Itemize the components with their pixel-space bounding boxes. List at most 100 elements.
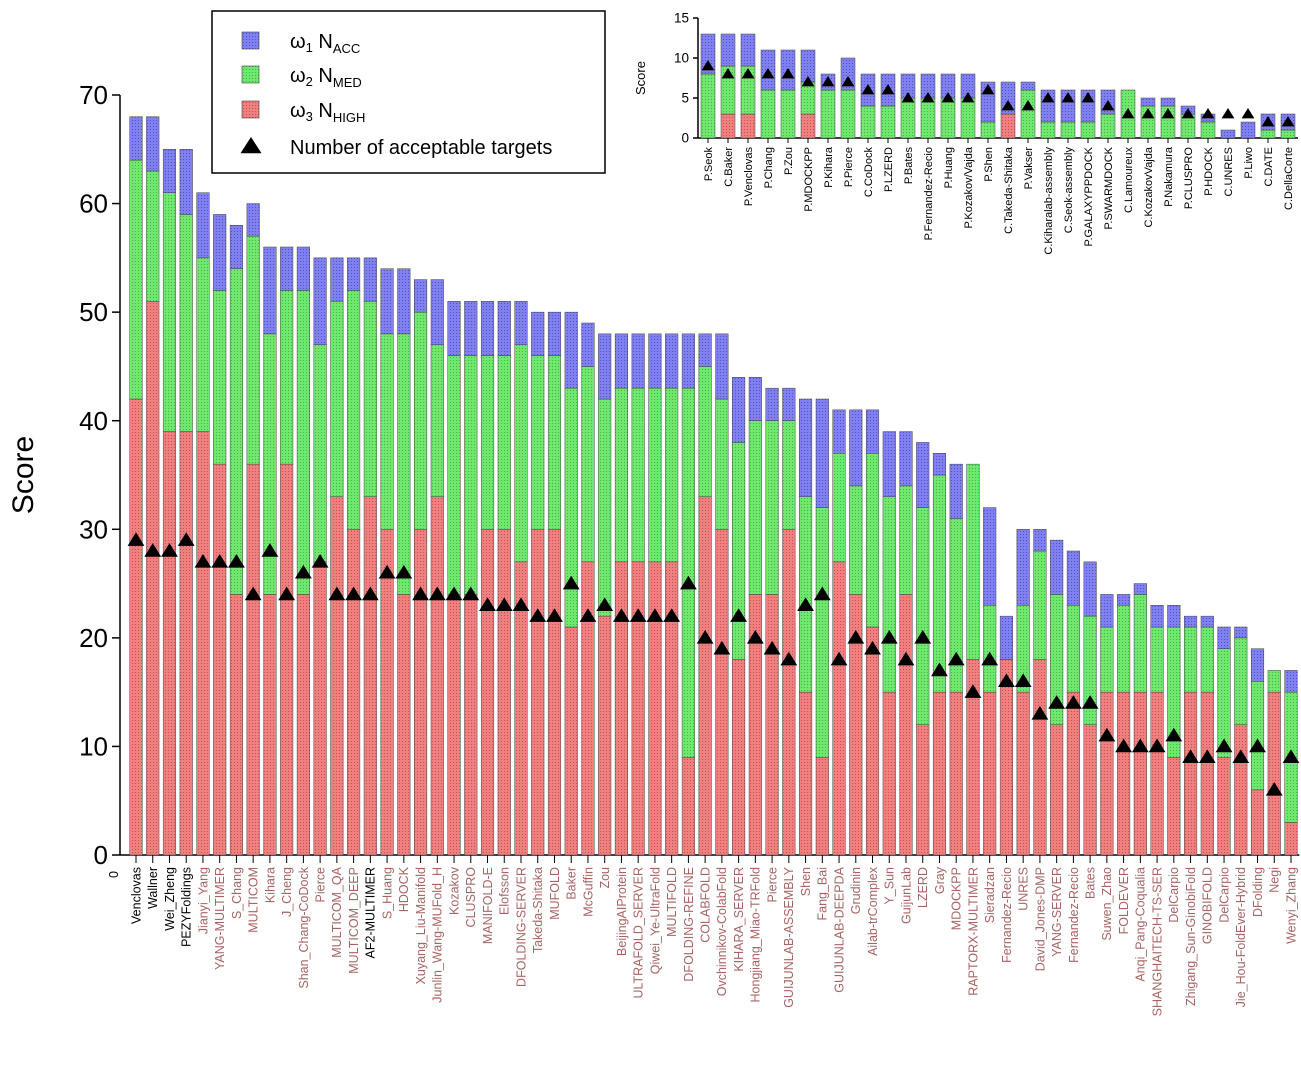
bar-med [631,387,645,563]
bar-acc [1200,615,1214,628]
bar-high [1150,691,1164,856]
x-category-label: AF2-MULTIMER [364,867,378,958]
acceptable-targets-marker [880,629,898,644]
x-category-label: Shan_Chang-CoDock [297,866,311,988]
bar-acc [229,225,243,269]
bar-med [849,485,863,595]
bar-high [782,529,796,856]
bar-med [1020,89,1036,139]
bar-med [380,333,394,530]
x-category-label: Ailab-trComplex [866,866,880,956]
x-category-label: GINOBIFOLD [1201,867,1215,944]
bar-med [782,420,796,530]
bar-high [720,113,736,139]
bar-med [715,398,729,530]
acceptable-targets-marker [144,543,162,557]
x-category-label: Negi [1268,867,1282,893]
bar-high [531,529,545,856]
acceptable-targets-marker [1261,116,1275,127]
bar-high [263,594,277,856]
bar-acc [179,149,193,215]
y-tick-label: 15 [674,11,689,26]
x-category-label: Grudinin [849,867,863,914]
x-category-label: S_Huang [380,867,394,919]
acceptable-targets-marker [1241,108,1255,119]
bar-med [547,355,562,530]
bar-med [414,311,428,530]
x-category-label: P.CLUSPRO [1183,147,1195,210]
acceptable-targets-marker [512,597,530,612]
acceptable-targets-marker [1201,108,1215,119]
bar-high [480,529,495,856]
x-category-label: P.Huang [943,147,955,188]
bar-med [1280,129,1296,139]
x-category-label: C.Seok-assembly [1063,147,1075,234]
acceptable-targets-marker [897,651,915,666]
bar-acc [514,301,528,345]
bar-acc [882,431,896,497]
acceptable-targets-marker [941,92,955,103]
x-category-label: MANIFOLD-E [481,867,495,944]
y-tick-label: 5 [681,91,689,106]
acceptable-targets-marker [931,662,948,677]
x-category-label: P.Bates [903,147,915,185]
bar-high [196,431,210,856]
bar-acc [1240,121,1256,139]
x-category-label: P.Fernandez-Recio [923,147,935,240]
x-category-label: C.DATE [1263,147,1275,187]
acceptable-targets-marker [981,84,995,95]
bar-acc [983,507,997,606]
x-category-label: C.Baker [723,147,735,187]
bar-high [414,529,428,856]
bar-acc [698,333,712,367]
y-axis-label: Score [7,436,40,514]
x-category-label: DelCarpio [1167,867,1181,923]
bar-med [882,496,896,693]
bar-med [464,355,478,595]
bar-acc [899,431,913,487]
bar-med [1133,594,1147,693]
acceptable-targets-marker [1101,100,1115,111]
bar-high [665,561,679,856]
x-category-label: Pierce [314,867,328,902]
bar-high [547,529,562,856]
bar-med [900,97,916,139]
bar-med [1234,637,1248,725]
acceptable-targets-marker [361,586,379,601]
bar-high [347,529,361,856]
bar-med [1250,681,1265,791]
bar-acc [748,377,762,421]
x-category-label: Junlin_Wang-MUFold_H [431,867,445,1003]
bar-acc [1217,626,1231,649]
acceptable-targets-marker [1121,108,1135,119]
acceptable-targets-marker [278,586,296,601]
x-category-label: C.Takeda-Shitaka [1003,146,1015,234]
x-category-label: Zhigang_Sun-GinobiFold [1184,867,1198,1006]
acceptable-targets-marker [579,608,597,622]
bar-med [1033,550,1047,660]
x-category-label: MULTICOM [247,867,261,933]
bar-med [799,496,813,693]
y-tick-label: 10 [79,732,108,762]
x-category-label: P.SWARMDOCK [1103,146,1115,229]
acceptable-targets-marker [412,586,429,601]
acceptable-targets-marker [998,673,1015,688]
bar-acc [162,149,177,193]
bar-high [732,659,746,856]
bar-high [765,594,779,856]
legend-box [211,10,606,174]
x-category-label: J_Cheng [280,867,294,917]
x-category-label: GUIJUNLAB-DEEPDA [832,866,846,992]
acceptable-targets-marker [964,684,982,698]
bar-med [899,485,913,595]
x-category-label: P.HDOCK [1203,146,1215,195]
acceptable-targets-marker [921,92,935,103]
acceptable-targets-marker [311,553,329,568]
bar-med [865,453,880,628]
acceptable-targets-marker [378,564,396,579]
bar-acc [732,377,746,443]
x-category-label: P.Zou [783,147,795,175]
x-category-label: C.DellaCorte [1283,147,1295,210]
acceptable-targets-marker [194,553,212,568]
